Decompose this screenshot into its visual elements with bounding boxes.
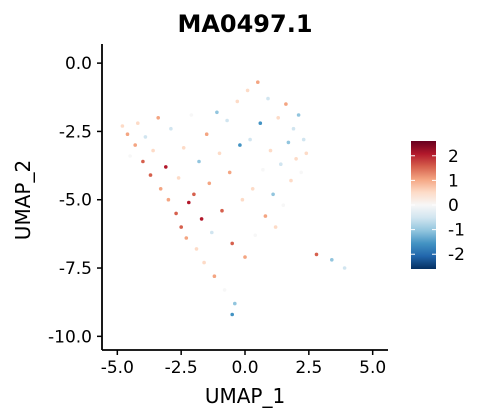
scatter-point <box>128 154 132 158</box>
scatter-point <box>141 159 145 164</box>
scatter-point <box>166 197 171 202</box>
scatter-point <box>197 159 201 164</box>
scatter-point <box>258 121 263 125</box>
scatter-point <box>210 230 214 235</box>
scatter-point <box>291 126 296 131</box>
scatter-point <box>304 151 309 156</box>
x-tick-label: -2.5 <box>165 358 198 378</box>
scatter-point <box>286 140 291 145</box>
scatter-point <box>250 187 255 191</box>
scatter-point <box>120 124 125 128</box>
scatter-point <box>268 148 273 153</box>
scatter-point <box>301 137 306 142</box>
color-legend: 2 1 0 -1 -2 <box>411 141 465 269</box>
scatter-point <box>266 96 270 101</box>
y-tick-label: -2.5 <box>59 122 92 142</box>
scatter-point <box>204 132 209 136</box>
scatter-point <box>189 113 194 117</box>
scatter-point <box>192 192 196 197</box>
y-axis-title: UMAP_2 <box>11 160 35 240</box>
scatter-point <box>164 165 168 169</box>
scatter-point <box>230 312 234 317</box>
scatter-point <box>181 146 186 150</box>
scatter-point <box>255 80 260 84</box>
scatter-point <box>202 260 206 265</box>
scatter-point <box>233 301 237 306</box>
scatter-point <box>245 88 250 93</box>
scatter-point <box>276 116 281 120</box>
y-tick-label: -5.0 <box>59 191 92 211</box>
scatter-point <box>212 274 217 279</box>
scatter-point <box>215 110 219 115</box>
scatter-point <box>263 214 268 218</box>
scatter-point <box>222 288 227 292</box>
scatter-point <box>314 252 319 257</box>
scatter-point <box>240 197 245 202</box>
x-tick-label: 2.5 <box>295 358 322 378</box>
scatter-point <box>225 118 229 123</box>
scatter-point <box>296 113 301 117</box>
legend-tick-label: 0 <box>448 196 459 216</box>
scatter-point <box>342 266 347 270</box>
scatter-point <box>227 170 232 175</box>
scatter-point <box>271 192 275 197</box>
legend-ticks: 2 1 0 -1 -2 <box>411 147 465 265</box>
scatter-point <box>125 132 130 136</box>
scatter-points <box>120 80 347 317</box>
legend-colorbar <box>411 141 436 269</box>
scatter-point <box>151 148 155 153</box>
legend-tick-label: -1 <box>448 221 465 241</box>
scatter-point <box>273 225 278 229</box>
scatter-point <box>136 121 140 125</box>
scatter-point <box>148 173 153 177</box>
scatter-point <box>230 241 234 246</box>
x-axis-title: UMAP_1 <box>205 384 285 408</box>
scatter-point <box>158 187 163 191</box>
x-tick-label: 5.0 <box>359 358 386 378</box>
scatter-point <box>217 151 222 156</box>
scatter-point <box>243 255 247 259</box>
y-axis-ticks: 0.0 -2.5 -5.0 -7.5 -10.0 <box>48 54 102 347</box>
scatter-point <box>220 208 224 213</box>
scatter-point <box>143 135 148 139</box>
y-tick-label: 0.0 <box>65 54 92 74</box>
scatter-point <box>179 225 183 229</box>
scatter-point <box>253 233 257 238</box>
y-tick-label: -7.5 <box>59 259 92 279</box>
y-tick-label: -10.0 <box>48 327 92 347</box>
axes <box>101 44 388 351</box>
scatter-point <box>289 178 293 183</box>
chart-title: MA0497.1 <box>177 10 312 38</box>
scatter-point <box>187 200 191 205</box>
scatter-point <box>169 126 173 131</box>
scatter-point <box>235 99 240 104</box>
scatter-point <box>199 217 204 221</box>
scatter-point <box>294 157 298 161</box>
scatter-point <box>184 236 189 240</box>
scatter-point <box>279 162 283 166</box>
x-axis-ticks: -5.0 -2.5 0.0 2.5 5.0 <box>101 350 386 378</box>
scatter-point <box>174 211 178 216</box>
scatter-point <box>176 176 181 180</box>
scatter-point <box>207 181 212 186</box>
scatter-point <box>238 143 242 147</box>
scatter-point <box>156 116 160 120</box>
scatter-point <box>248 137 252 142</box>
scatter-point <box>284 102 288 106</box>
scatter-point <box>194 247 199 251</box>
scatter-point <box>299 170 304 175</box>
legend-tick-label: 2 <box>448 147 459 167</box>
x-tick-label: -5.0 <box>101 358 134 378</box>
x-tick-label: 0.0 <box>231 358 258 378</box>
scatter-point <box>261 167 265 172</box>
legend-tick-label: -2 <box>448 245 465 265</box>
scatter-point <box>133 143 137 147</box>
scatter-point <box>330 258 334 262</box>
scatter-point <box>281 203 286 207</box>
legend-tick-label: 1 <box>448 171 459 191</box>
